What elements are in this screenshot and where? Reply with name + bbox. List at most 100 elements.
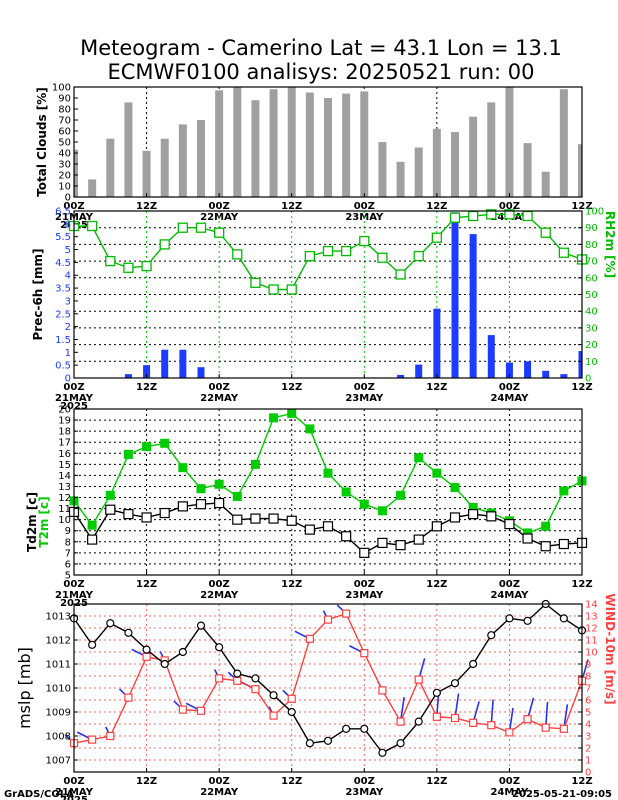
y-tick-label: 5 [65, 571, 71, 582]
t2m-marker [377, 506, 387, 516]
td2m-marker [286, 515, 297, 526]
wind-marker [124, 693, 133, 702]
precip-bar [487, 335, 495, 378]
y-tick-label: 80 [58, 105, 71, 116]
mslp-marker [450, 679, 460, 688]
rh-marker [486, 209, 497, 220]
td2m-marker [377, 537, 388, 549]
td2m-marker [468, 509, 479, 520]
y2-tick-label: 11 [585, 636, 598, 647]
rh-marker [395, 269, 406, 280]
td2m-marker [522, 533, 533, 544]
y2-tick-label: 9 [585, 660, 591, 671]
td2m-marker [504, 518, 515, 530]
x-date-label: 22MAY [200, 787, 239, 798]
mslp-marker [414, 717, 423, 726]
td2m-marker [341, 531, 352, 542]
y-axis-label: Td2m [c] [25, 492, 39, 552]
y2-tick-label: 10 [585, 357, 598, 368]
t2m-marker [559, 486, 569, 496]
y-tick-label: 70 [58, 116, 71, 127]
y-tick-label: 18 [58, 427, 71, 438]
x-date-label: 21MAY [55, 590, 94, 601]
wind-marker [559, 724, 568, 733]
td2m-marker [123, 509, 134, 520]
t2m-marker [305, 424, 315, 434]
y-tick-label: 14 [58, 471, 71, 482]
y-tick-label: 1 [65, 348, 71, 359]
cloud-bar [178, 124, 187, 197]
cloud-bar [432, 128, 441, 197]
x-date-label: 24MAY [490, 393, 529, 404]
y-tick-label: 0 [65, 374, 71, 385]
t2m-marker [196, 484, 206, 494]
td2m-marker [195, 499, 207, 510]
rh-marker [232, 249, 243, 260]
td2m-marker [413, 534, 424, 545]
y2-tick-label: 12 [585, 624, 598, 635]
td2m-marker [268, 513, 279, 524]
mslp-marker [142, 645, 151, 654]
y-tick-label: 16 [58, 449, 71, 460]
rh-marker [377, 252, 388, 263]
rh-marker [177, 222, 189, 233]
y-tick-label: 9 [65, 526, 71, 537]
rh-marker [467, 210, 479, 222]
x-date-label: 23MAY [345, 393, 384, 404]
rh-marker [141, 260, 152, 272]
x-tick-label: 00Z [63, 201, 84, 212]
rh-marker [413, 250, 424, 262]
mslp-marker [88, 640, 97, 649]
wind-marker [215, 674, 224, 683]
mslp-marker [269, 691, 278, 700]
t2m-marker [123, 449, 133, 459]
x-tick-label: 00Z [499, 201, 520, 212]
y-tick-label: 1009 [46, 708, 71, 719]
td2m-marker [540, 541, 551, 552]
rh-marker [359, 235, 370, 247]
x-tick-label: 12Z [426, 201, 447, 212]
y-tick-label: 13 [58, 482, 71, 493]
cloud-bar [523, 143, 532, 197]
rh-marker [304, 250, 316, 262]
x-tick-label: 12Z [571, 776, 592, 787]
cloud-bar [469, 116, 478, 197]
td2m-marker [87, 534, 98, 545]
y2-tick-label: 2 [585, 744, 591, 755]
rh-marker [195, 222, 207, 233]
x-tick-label: 12Z [136, 579, 157, 590]
x-tick-label: 00Z [499, 776, 520, 787]
cloud-bar [342, 93, 351, 197]
rh-marker [268, 284, 279, 295]
rh-marker [431, 232, 443, 243]
rh-marker [250, 277, 261, 288]
cloud-bar [197, 120, 205, 197]
y-tick-label: 60 [58, 127, 71, 138]
x-tick-label: 12Z [571, 382, 592, 393]
mslp-marker [505, 614, 514, 623]
x-date-label: 21MAY [55, 393, 94, 404]
mslp-marker [124, 628, 133, 637]
y2-tick-label: 13 [585, 612, 598, 623]
wind-marker [450, 713, 460, 723]
cloud-bar [541, 171, 550, 197]
td2m-marker [449, 512, 461, 523]
rh-marker [105, 255, 116, 267]
y-tick-label: 8 [65, 537, 71, 548]
precip-bar [433, 308, 441, 378]
y2-tick-label: 50 [585, 290, 598, 301]
y2-tick-label: 0 [585, 374, 591, 385]
y2-tick-label: 1 [585, 756, 591, 767]
y2-tick-label: 40 [585, 307, 598, 318]
t2m-marker [468, 502, 478, 512]
y2-axis-label: RH2m [%] [603, 211, 617, 278]
wind-barb [490, 699, 494, 726]
y2-tick-label: 100 [585, 207, 604, 218]
mslp-marker [559, 614, 568, 623]
mslp-marker [432, 688, 441, 697]
td2m-marker [359, 547, 370, 558]
td2m-marker [395, 540, 406, 551]
plot-frame [73, 408, 583, 576]
